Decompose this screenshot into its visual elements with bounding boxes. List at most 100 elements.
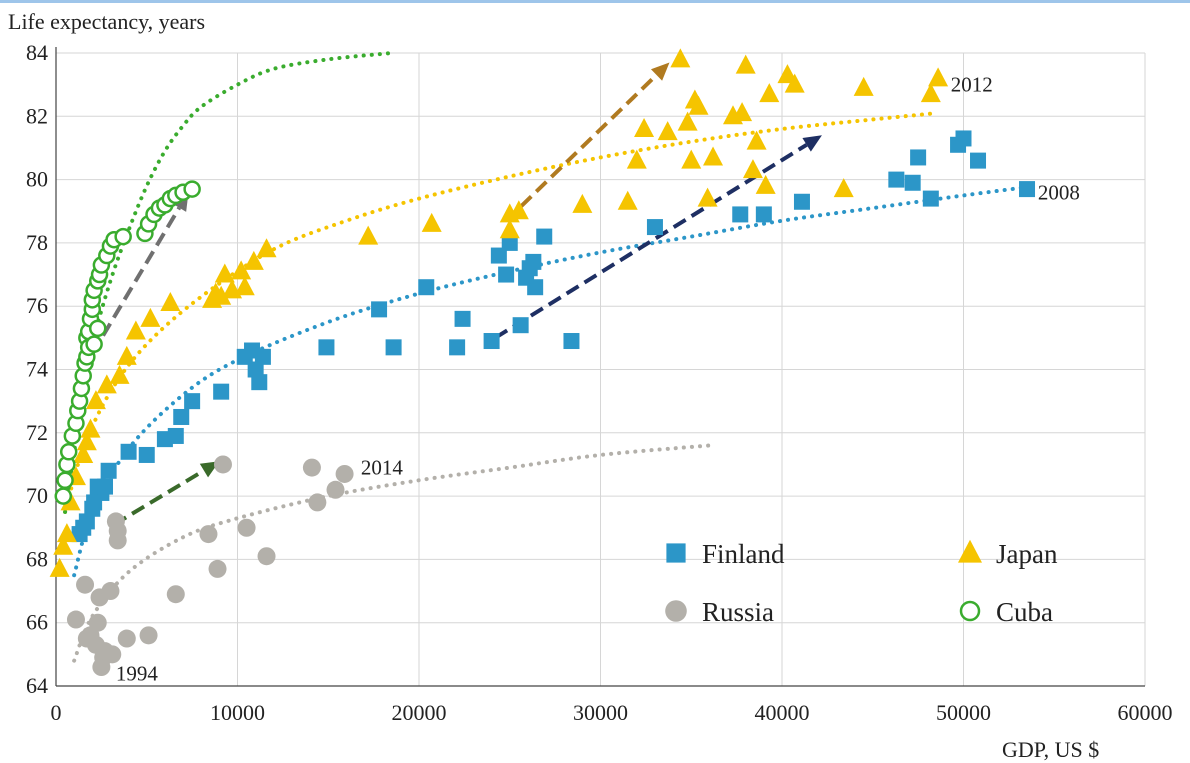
japan-point — [688, 95, 709, 115]
japan-point — [920, 83, 941, 103]
finland-point — [371, 301, 388, 318]
japan-arrow-head — [650, 62, 670, 81]
data-points — [49, 48, 1036, 677]
legend-japan-marker — [958, 539, 982, 563]
finland-point — [732, 206, 749, 223]
japan-point — [732, 102, 753, 122]
russia-point — [139, 626, 158, 645]
japan-point — [125, 320, 146, 340]
finland-point — [247, 361, 264, 378]
japan-point — [49, 557, 70, 577]
y-tick-label: 64 — [26, 673, 48, 698]
japan-point — [617, 190, 638, 210]
japan-point — [735, 54, 756, 74]
japan-point — [634, 117, 655, 137]
japan-point — [96, 374, 117, 394]
finland-point — [120, 443, 137, 460]
japan-point — [572, 193, 593, 213]
japan-point — [256, 238, 277, 258]
japan-point — [833, 178, 854, 198]
japan-point — [211, 285, 232, 305]
finland-point — [418, 279, 435, 296]
russia-point — [76, 575, 95, 594]
finland-arrow-head — [802, 135, 822, 152]
y-tick-label: 84 — [26, 40, 48, 65]
finland-point — [213, 383, 230, 400]
annotation-label: 2014 — [361, 456, 404, 480]
russia-point — [88, 613, 107, 632]
japan-point — [670, 48, 691, 68]
y-tick-label: 80 — [26, 167, 48, 192]
japan-point — [746, 130, 767, 150]
finland-point — [910, 149, 927, 166]
finland-point — [755, 206, 772, 223]
japan-point — [73, 443, 94, 463]
axis-labels: Life expectancy, years GDP, US $ — [8, 9, 1099, 762]
japan-point — [657, 121, 678, 141]
finland-point — [527, 279, 544, 296]
y-tick-label: 78 — [26, 230, 48, 255]
japan-point — [53, 535, 74, 555]
x-tick-label: 30000 — [573, 700, 628, 725]
finland-point — [501, 234, 518, 251]
japan-point — [56, 523, 77, 543]
japan-point — [160, 292, 181, 312]
finland-point — [254, 348, 271, 365]
legend-finland-label: Finland — [702, 539, 785, 569]
japan-point — [85, 390, 106, 410]
cuba-point — [56, 471, 74, 490]
y-tick-label: 68 — [26, 546, 48, 571]
x-tick-label: 20000 — [392, 700, 447, 725]
finland-point — [184, 393, 201, 410]
japan-point — [214, 263, 235, 283]
legend-finland-marker — [666, 543, 686, 563]
legend: Finland Japan Russia Cuba — [665, 539, 1058, 627]
finland-point — [793, 193, 810, 210]
russia-point — [308, 493, 327, 512]
japan-point — [80, 418, 101, 438]
cuba-point — [88, 319, 107, 338]
cuba-point — [59, 443, 78, 461]
finland-point — [646, 219, 663, 236]
finland-point — [490, 247, 507, 264]
japan-point — [508, 200, 529, 220]
y-tick-label: 74 — [26, 357, 48, 382]
japan-point — [140, 307, 161, 327]
japan-point — [626, 149, 647, 169]
y-tick-label: 66 — [26, 610, 48, 635]
finland-point — [970, 152, 987, 169]
russia-point — [166, 585, 185, 604]
russia-point — [208, 559, 227, 578]
japan-point — [697, 187, 718, 207]
finland-point — [1019, 181, 1036, 198]
y-axis-title: Life expectancy, years — [8, 9, 205, 34]
finland-point — [454, 310, 471, 327]
finland-point — [173, 408, 190, 425]
russia-point — [257, 547, 276, 566]
legend-russia-label: Russia — [702, 597, 774, 627]
y-tick-label: 82 — [26, 103, 48, 128]
finland-point — [138, 446, 155, 463]
year-annotations: 2012 2008 2014 1994 — [116, 73, 1080, 686]
russia-point — [103, 645, 122, 664]
japan-point — [784, 73, 805, 93]
russia-point — [199, 525, 218, 544]
japan-point — [76, 431, 97, 451]
russia-point — [101, 582, 120, 601]
japan-point — [243, 250, 264, 270]
finland-point — [318, 339, 335, 356]
russia-point — [108, 531, 127, 550]
japan-point — [742, 159, 763, 179]
japan-point — [421, 212, 442, 232]
cuba-point — [183, 180, 201, 198]
finland-point — [449, 339, 466, 356]
finland-point — [385, 339, 402, 356]
japan-point — [358, 225, 379, 245]
finland-point — [904, 174, 921, 191]
russia-point — [335, 464, 354, 483]
japan-point — [759, 83, 780, 103]
finland-point — [888, 171, 905, 188]
russia-trend — [72, 443, 712, 663]
finland-point — [483, 333, 500, 350]
